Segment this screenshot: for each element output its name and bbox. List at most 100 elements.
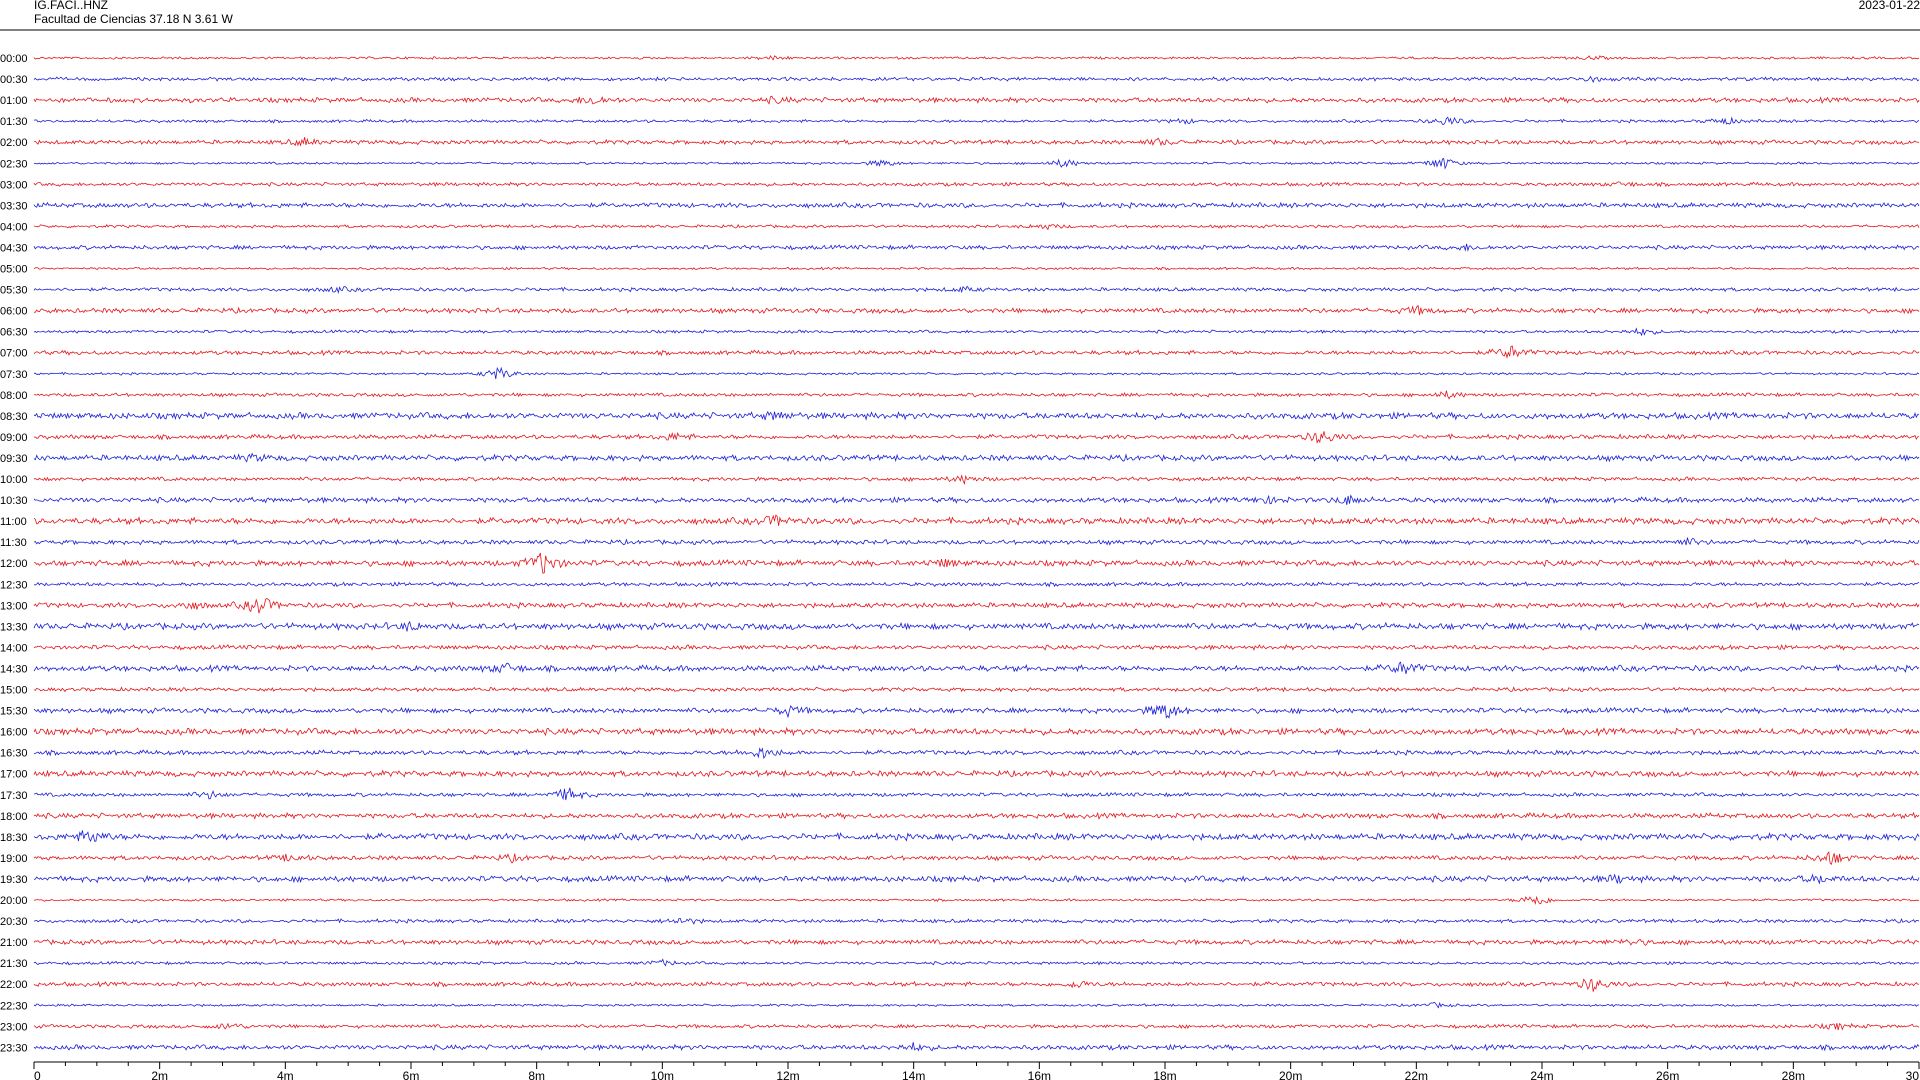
x-tick-label: 24m [1530, 1069, 1553, 1080]
x-tick-label: 4m [277, 1069, 294, 1080]
row-time-label: 21:30 [0, 958, 28, 970]
row-time-label: 22:00 [0, 979, 28, 991]
row-time-label: 20:00 [0, 895, 28, 907]
seismic-trace-2200 [33, 978, 1920, 992]
row-time-label: 23:30 [0, 1042, 28, 1054]
x-tick-label: 2m [151, 1069, 168, 1080]
row-time-label: 07:00 [0, 348, 28, 360]
row-time-label: 10:00 [0, 474, 28, 486]
x-tick-label: 14m [902, 1069, 925, 1080]
seismic-trace-2000 [33, 895, 1920, 905]
seismic-trace-0500 [33, 266, 1920, 271]
seismic-trace-1400 [33, 644, 1920, 651]
x-tick-label: 0 [34, 1069, 41, 1080]
seismic-trace-1930 [33, 873, 1920, 885]
row-time-label: 11:30 [0, 537, 27, 549]
record-date: 2023-01-22 [1859, 0, 1920, 12]
row-time-label: 00:30 [0, 74, 28, 86]
row-time-label: 20:30 [0, 916, 28, 928]
seismic-trace-1800 [33, 811, 1920, 821]
seismic-trace-0430 [33, 243, 1920, 252]
seismic-trace-0200 [33, 137, 1920, 147]
row-time-label: 14:00 [0, 642, 28, 654]
row-time-label: 13:30 [0, 621, 28, 633]
seismic-trace-2100 [33, 938, 1920, 946]
seismic-trace-2230 [33, 1001, 1919, 1009]
seismic-trace-1100 [33, 514, 1920, 526]
row-time-label: 02:00 [0, 137, 28, 149]
seismic-trace-0600 [33, 304, 1920, 316]
seismic-trace-1430 [33, 661, 1920, 674]
x-tick-label: 20m [1279, 1069, 1302, 1080]
row-time-label: 09:00 [0, 432, 28, 444]
row-time-label: 18:00 [0, 811, 28, 823]
seismic-trace-1630 [33, 747, 1920, 759]
row-time-label: 14:30 [0, 663, 28, 675]
trace-rows: 00:00 00:30 01:00 01:30 02:00 02:30 03:00 03:30… [0, 53, 1920, 1054]
seismic-trace-0230 [33, 158, 1920, 170]
x-tick-label: 6m [403, 1069, 420, 1080]
row-time-label: 12:30 [0, 579, 28, 591]
row-time-label: 04:30 [0, 242, 28, 254]
row-time-label: 18:30 [0, 832, 28, 844]
seismic-trace-0830 [33, 410, 1920, 421]
row-time-label: 07:30 [0, 369, 28, 381]
time-axis: 0 2m 4m 6m 8m 10m 12m 14m 16m 18m 20m 22m 24m 26m 28m 3… [33, 1061, 1920, 1080]
seismic-trace-0700 [33, 345, 1920, 359]
seismic-trace-0000 [33, 55, 1920, 61]
seismic-trace-0900 [33, 431, 1920, 444]
seismic-trace-0330 [33, 201, 1920, 209]
seismic-trace-0030 [33, 75, 1920, 84]
row-time-label: 15:30 [0, 706, 28, 718]
seismic-trace-2130 [33, 958, 1920, 967]
x-tick-label: 22m [1405, 1069, 1428, 1080]
row-time-label: 09:30 [0, 453, 28, 465]
row-time-label: 04:00 [0, 221, 28, 233]
row-time-label: 06:00 [0, 306, 28, 318]
row-time-label: 21:00 [0, 937, 28, 949]
seismic-trace-1330 [33, 620, 1920, 632]
seismic-trace-1000 [33, 474, 1920, 485]
seismic-trace-1830 [33, 830, 1920, 842]
seismic-trace-1300 [33, 598, 1920, 614]
row-time-label: 08:30 [0, 411, 28, 423]
seismic-trace-0400 [33, 223, 1920, 231]
row-time-label: 01:00 [0, 95, 28, 107]
row-time-label: 05:30 [0, 285, 28, 297]
row-time-label: 17:30 [0, 790, 28, 802]
seismic-trace-1200 [34, 552, 1920, 574]
row-time-label: 15:00 [0, 685, 28, 697]
row-time-label: 05:00 [0, 264, 28, 276]
seismic-trace-0100 [33, 95, 1920, 105]
seismic-trace-2300 [33, 1022, 1920, 1031]
seismic-trace-1230 [33, 581, 1920, 588]
x-tick-label: 28m [1782, 1069, 1805, 1080]
station-location: Facultad de Ciencias 37.18 N 3.61 W [34, 12, 233, 26]
x-tick-label: 12m [776, 1069, 799, 1080]
row-time-label: 08:00 [0, 390, 28, 402]
row-time-label: 16:00 [0, 727, 28, 739]
seismic-trace-1030 [33, 494, 1920, 505]
row-time-label: 00:00 [0, 53, 28, 65]
row-time-label: 12:00 [0, 558, 28, 570]
row-time-label: 19:30 [0, 874, 28, 886]
seismic-trace-0300 [33, 181, 1920, 188]
row-time-label: 19:00 [0, 853, 28, 865]
seismic-trace-0630 [33, 327, 1920, 337]
seismic-trace-1530 [33, 704, 1920, 719]
seismic-trace-0730 [33, 366, 1920, 380]
x-tick-label: 30 [1906, 1069, 1920, 1080]
row-time-label: 06:30 [0, 327, 28, 339]
row-time-label: 03:30 [0, 200, 28, 212]
row-time-label: 22:30 [0, 1000, 28, 1012]
row-time-label: 11:00 [0, 516, 27, 528]
seismic-trace-2330 [33, 1042, 1920, 1052]
row-time-label: 16:30 [0, 748, 28, 760]
seismic-trace-0530 [33, 285, 1920, 294]
row-time-label: 03:00 [0, 179, 28, 191]
x-tick-label: 10m [651, 1069, 674, 1080]
x-tick-label: 26m [1656, 1069, 1679, 1080]
seismic-trace-1500 [33, 686, 1920, 693]
seismic-trace-1900 [33, 851, 1920, 866]
